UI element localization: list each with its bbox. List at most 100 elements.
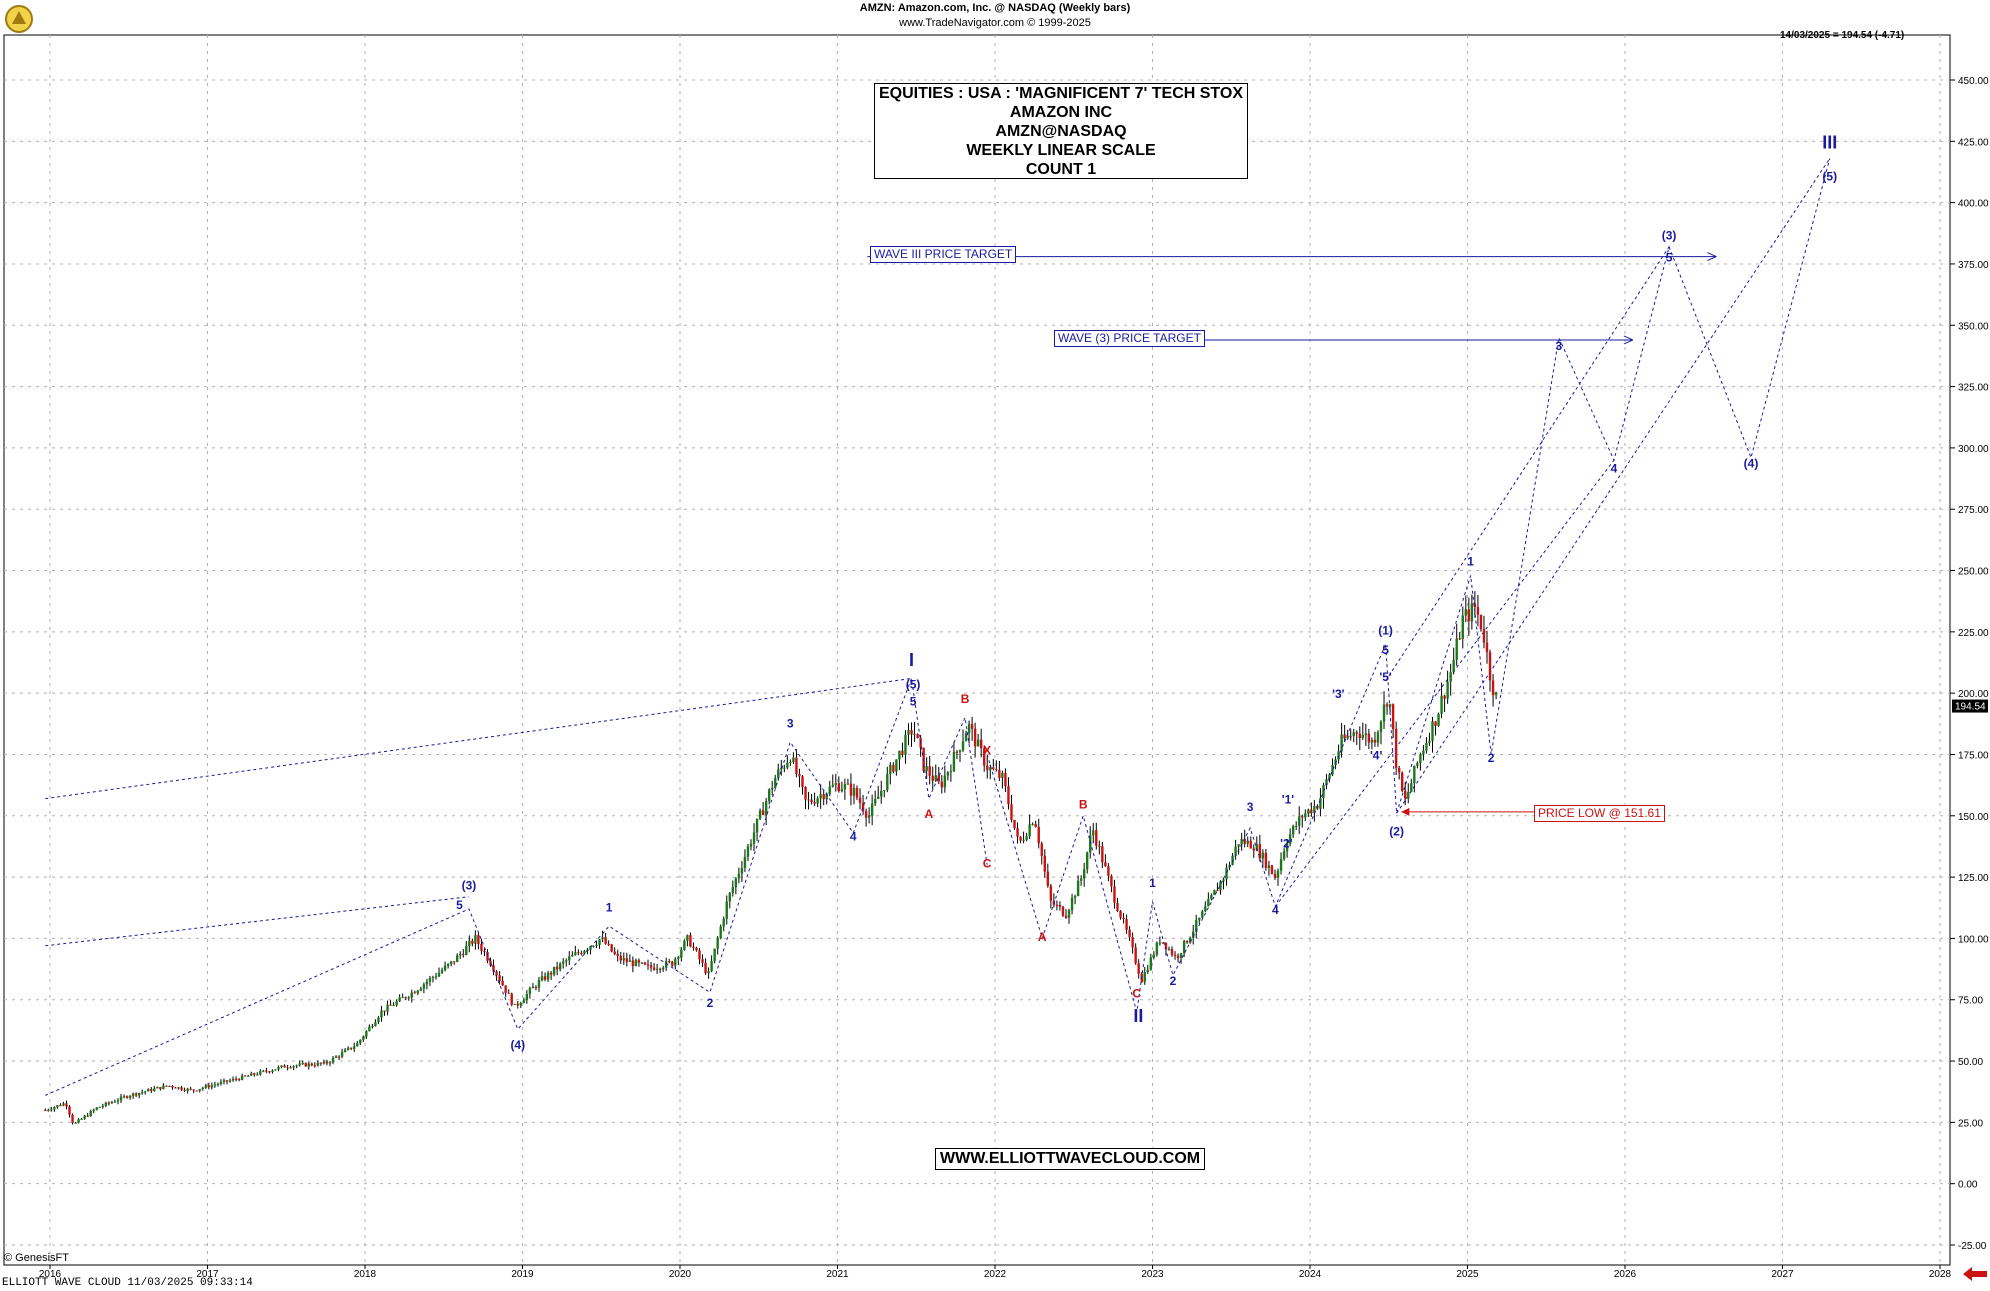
candle-body [443, 965, 447, 971]
candle-body [958, 750, 962, 752]
candle-body [1243, 838, 1246, 844]
candle-body [813, 802, 816, 804]
candle-body [334, 1056, 338, 1058]
candle-body [722, 918, 725, 927]
wave-label: (4) [510, 1038, 525, 1052]
wave-label: A [925, 807, 934, 821]
candle-body [998, 769, 1001, 778]
candle-body [943, 775, 947, 788]
candle-body [1491, 680, 1495, 696]
candle-body [250, 1073, 253, 1076]
candle-body [764, 801, 768, 815]
website-label: WWW.ELLIOTTWAVECLOUD.COM [935, 1148, 1206, 1170]
candle-body [253, 1073, 256, 1075]
candle-body [437, 972, 441, 977]
candle-body [1373, 739, 1377, 743]
wave-label: II [1133, 1006, 1143, 1026]
candle-body [122, 1096, 126, 1098]
candle-body [692, 946, 695, 948]
candle-body [1019, 836, 1022, 841]
candle-body [62, 1103, 65, 1106]
candle-body [110, 1102, 114, 1104]
title-line-3: AMZN@NASDAQ [995, 123, 1127, 140]
candle-body [337, 1056, 341, 1058]
candle-body [359, 1039, 362, 1044]
candle-body [283, 1065, 286, 1068]
candle-body [1461, 615, 1464, 639]
candle-body [313, 1065, 317, 1067]
candle-body [1428, 740, 1431, 744]
candle-body [156, 1087, 159, 1089]
candle-body [365, 1031, 368, 1037]
candle-body [371, 1026, 374, 1028]
candle-body [740, 868, 744, 874]
candle-body [159, 1087, 162, 1090]
candle-body [631, 960, 635, 967]
candle-body [1028, 824, 1031, 837]
candle-body [1276, 870, 1280, 878]
title-line-1: EQUITIES : USA : 'MAGNIFICENT 7' TECH ST… [878, 85, 1244, 102]
candle-body [877, 796, 880, 799]
candle-body [1098, 845, 1101, 847]
candle-body [489, 960, 492, 966]
candle-body [1222, 879, 1225, 882]
candle-body [1167, 948, 1171, 950]
candle-body [177, 1087, 180, 1089]
candle-body [589, 946, 592, 950]
wave-label: 1 [1149, 876, 1156, 890]
candle-body [1179, 953, 1183, 958]
wave-label: 3 [787, 716, 794, 730]
candle-body [1267, 865, 1271, 868]
candle-body [298, 1063, 301, 1066]
candle-body [749, 843, 753, 847]
candle-body [967, 724, 971, 734]
candle-body [1216, 890, 1219, 892]
y-tick-label: 250.00 [1958, 567, 1989, 578]
candle-body [162, 1085, 165, 1090]
candle-body [1116, 902, 1119, 911]
candle-body [552, 966, 556, 975]
candle-body [1343, 734, 1346, 739]
wave-label: (3) [1662, 228, 1677, 242]
candle-body [265, 1070, 268, 1072]
scroll-left-arrow-icon[interactable] [1962, 1266, 1988, 1282]
candle-body [113, 1101, 117, 1103]
candle-body [147, 1089, 150, 1092]
candle-body [607, 943, 610, 945]
candle-body [828, 786, 831, 795]
candle-body [1367, 733, 1371, 743]
candle-body [455, 955, 459, 962]
candle-body [565, 960, 568, 962]
candle-body [1076, 880, 1080, 897]
candle-body [186, 1088, 189, 1091]
candle-body [519, 1003, 523, 1006]
candle-body [616, 954, 619, 956]
candle-body [725, 901, 728, 919]
candle-body [222, 1080, 226, 1082]
candle-body [1049, 885, 1053, 901]
candle-body [1067, 910, 1071, 918]
wave-3-target-label: WAVE (3) PRICE TARGET [1054, 330, 1205, 347]
y-tick-label: -25.00 [1958, 1241, 1987, 1252]
candle-body [640, 962, 644, 964]
wave-label: (1) [1378, 623, 1393, 637]
candle-body [316, 1062, 320, 1066]
candle-body [719, 926, 722, 939]
candle-body [810, 799, 813, 803]
candle-body [349, 1047, 353, 1049]
candle-body [328, 1062, 332, 1064]
candle-body [562, 961, 565, 964]
candle-body [1258, 844, 1262, 859]
candle-body [655, 968, 659, 970]
y-tick-label: 0.00 [1958, 1180, 1978, 1191]
candle-body [362, 1036, 365, 1040]
candle-body [931, 775, 934, 781]
candle-body [319, 1062, 323, 1064]
candle-body [425, 981, 429, 985]
candle-body [780, 767, 783, 770]
price-candles [44, 591, 1498, 1125]
candle-body [1143, 972, 1146, 983]
candle-body [610, 944, 613, 952]
candle-body [783, 767, 786, 769]
candle-body [310, 1063, 314, 1066]
